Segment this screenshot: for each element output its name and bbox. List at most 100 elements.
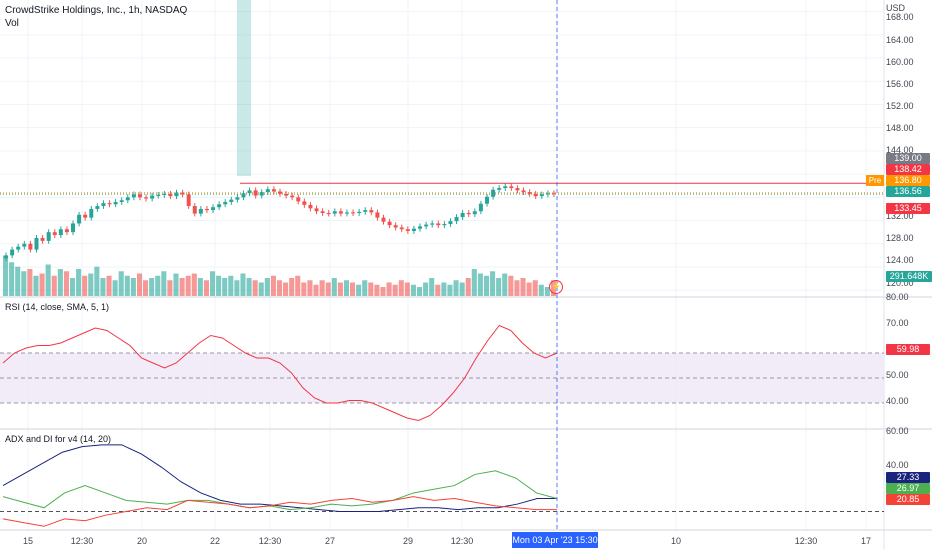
volume-bar: [155, 275, 161, 296]
volume-bar: [112, 280, 118, 296]
volume-bar: [441, 282, 447, 296]
candle-body: [95, 206, 100, 209]
volume-bar: [331, 278, 337, 296]
time-tick: 20: [136, 536, 148, 546]
time-tick: 15: [22, 536, 34, 546]
symbol-title[interactable]: CrowdStrike Holdings, Inc., 1h, NASDAQ: [5, 5, 188, 16]
event-highlight: [237, 0, 251, 176]
volume-bar: [258, 282, 264, 296]
candle-body: [253, 190, 258, 196]
price-tag: 139.00: [886, 153, 930, 164]
rsi-pane-title[interactable]: RSI (14, close, SMA, 5, 1): [5, 302, 110, 312]
candle-body: [533, 193, 538, 197]
adx-pane-title[interactable]: ADX and DI for v4 (14, 20): [5, 434, 112, 444]
adx-value-tag: 27.33: [886, 472, 930, 483]
rsi-value-tag: 59.98: [886, 344, 930, 355]
volume-bar: [496, 278, 502, 296]
candle-body: [150, 195, 155, 199]
candle-body: [4, 255, 9, 259]
volume-bar: [429, 278, 435, 296]
candle-body: [326, 213, 331, 215]
volume-bar: [270, 275, 276, 296]
volume-bar: [173, 273, 179, 296]
volume-bar: [21, 271, 27, 296]
price-tick: 148.00: [886, 123, 914, 133]
time-tick: 27: [324, 536, 336, 546]
candle-body: [442, 224, 447, 226]
volume-bar: [416, 287, 423, 296]
candle-body: [58, 229, 63, 236]
volume-bar: [392, 284, 398, 296]
price-tag: 138.42: [886, 164, 930, 175]
volume-bar: [362, 280, 368, 296]
lightning-icon[interactable]: ⚡: [549, 280, 563, 294]
volume-bar: [252, 280, 258, 296]
price-tag: 136.80: [886, 175, 930, 186]
price-tick: 168.00: [886, 12, 914, 22]
volume-bar: [471, 269, 477, 296]
candle-body: [314, 208, 319, 212]
volume-bar: [216, 275, 222, 296]
price-tag: 291.648K: [886, 271, 932, 282]
volume-bar: [325, 282, 331, 296]
volume-bar: [3, 255, 9, 296]
rsi-band: [0, 353, 557, 403]
volume-bar: [88, 273, 94, 296]
volume-bar: [520, 278, 526, 296]
volume-bar: [82, 275, 88, 296]
adx-tick: 40.00: [886, 460, 909, 470]
volume-bar: [368, 282, 374, 296]
time-tick: 12:30: [450, 536, 474, 546]
candle-body: [503, 186, 508, 189]
volume-bar: [423, 282, 429, 296]
candle-body: [16, 246, 21, 250]
candle-body: [424, 224, 429, 227]
candle-body: [472, 211, 477, 215]
candle-body: [539, 194, 544, 197]
volume-bar: [179, 278, 185, 296]
volume-bar: [483, 275, 490, 296]
volume-bar: [63, 271, 69, 296]
volume-bar: [209, 271, 216, 296]
volume-bar: [130, 278, 136, 296]
candle-body: [247, 190, 252, 194]
volume-bar: [45, 264, 51, 296]
volume-bar: [526, 282, 532, 296]
candle-body: [71, 223, 76, 233]
candle-body: [332, 211, 337, 214]
volume-bar: [532, 280, 538, 296]
volume-bar: [350, 282, 356, 296]
price-tick: 120.00: [886, 278, 914, 288]
price-tick: 164.00: [886, 35, 914, 45]
candle-body: [77, 214, 82, 224]
candle-body: [375, 212, 380, 218]
volume-bar: [465, 278, 471, 296]
candle-body: [478, 203, 483, 212]
candle-body: [144, 197, 149, 199]
volume-bar: [477, 273, 483, 296]
volume-bar: [319, 280, 325, 296]
candle-body: [454, 217, 459, 222]
candle-body: [387, 221, 392, 226]
candle-body: [460, 213, 465, 218]
price-tick: 160.00: [886, 57, 914, 67]
candle-body: [198, 208, 203, 214]
candle-body: [101, 203, 106, 207]
candle-body: [411, 228, 416, 231]
volume-bar: [203, 280, 209, 296]
volume-bar: [149, 278, 155, 296]
adx-value-tag: 20.85: [886, 494, 930, 505]
volume-bar: [307, 280, 313, 296]
volume-bar: [264, 278, 270, 296]
candle-body: [52, 232, 57, 236]
currency-label[interactable]: USD: [886, 3, 906, 13]
volume-bar: [161, 271, 167, 296]
volume-bar: [313, 284, 319, 296]
candle-body: [271, 189, 276, 192]
volume-bar: [94, 266, 100, 296]
candle-body: [119, 200, 124, 202]
candle-body: [521, 190, 526, 193]
volume-bar: [283, 282, 289, 296]
rsi-tick: 80.00: [886, 292, 909, 302]
